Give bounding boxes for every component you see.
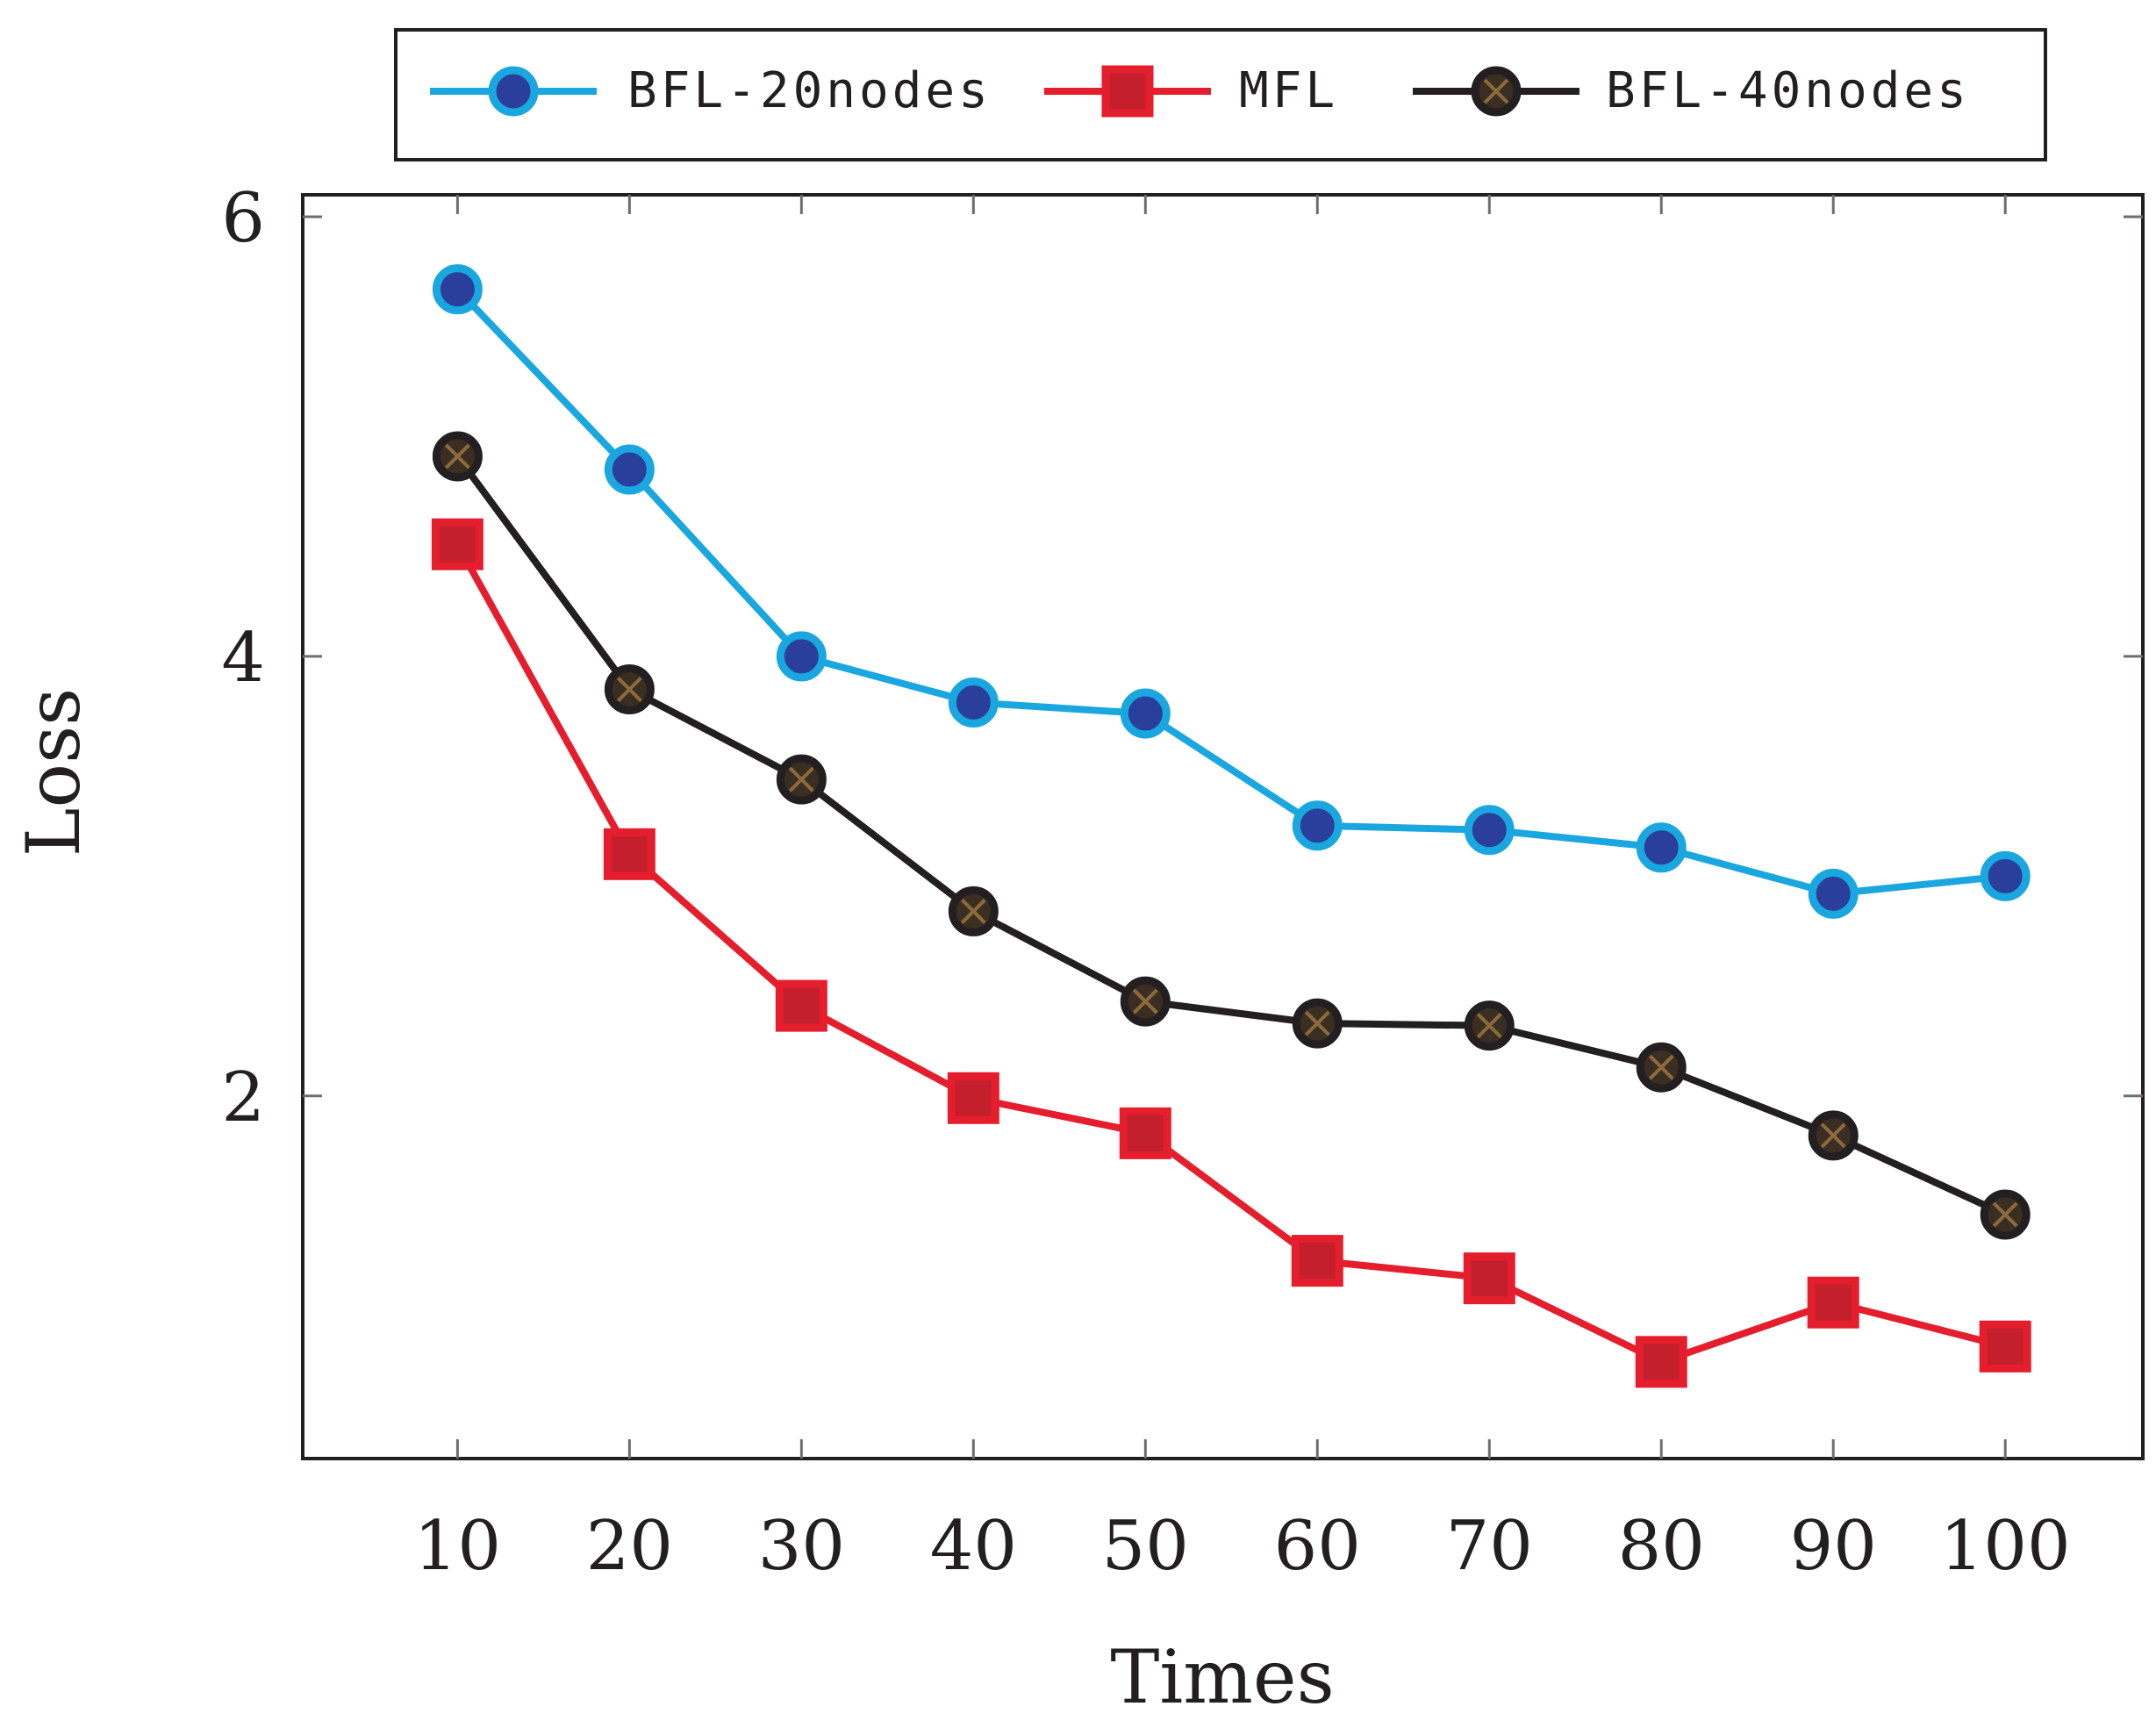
series-line-bfl-20nodes bbox=[454, 285, 2009, 898]
data-point-bfl-40nodes bbox=[1636, 1042, 1687, 1093]
legend-marker bbox=[488, 66, 539, 117]
x-tick-label: 70 bbox=[1446, 1507, 1533, 1586]
x-tick-label: 10 bbox=[414, 1507, 501, 1586]
x-tick-label: 20 bbox=[586, 1507, 673, 1586]
data-point-bfl-40nodes bbox=[432, 431, 483, 482]
data-point-mfl bbox=[947, 1072, 999, 1124]
data-point-bfl-40nodes bbox=[1120, 976, 1171, 1027]
data-point-bfl-20nodes bbox=[948, 678, 999, 728]
x-tick-label: 100 bbox=[1940, 1507, 2071, 1586]
data-point-mfl bbox=[1291, 1235, 1343, 1287]
data-point-bfl-40nodes bbox=[776, 754, 827, 805]
x-tick-label: 80 bbox=[1618, 1507, 1705, 1586]
data-point-bfl-20nodes bbox=[432, 264, 483, 315]
data-point-mfl bbox=[1635, 1336, 1687, 1388]
legend-marker bbox=[1471, 66, 1522, 117]
data-point-bfl-40nodes bbox=[1464, 1000, 1515, 1051]
x-axis-label: Times bbox=[1110, 1634, 1334, 1720]
y-tick-label: 2 bbox=[221, 1058, 265, 1137]
data-point-mfl bbox=[1119, 1107, 1171, 1159]
data-point-bfl-20nodes bbox=[1636, 822, 1687, 873]
data-point-mfl bbox=[1979, 1320, 2031, 1373]
legend-item-mfl: MFL bbox=[1044, 62, 1338, 119]
legend-label: BFL-20nodes bbox=[627, 62, 992, 119]
data-point-bfl-40nodes bbox=[1292, 998, 1343, 1049]
legend: BFL-20nodes MFL BFL-40nodes bbox=[394, 28, 2047, 161]
legend-item-bfl-40nodes: BFL-40nodes bbox=[1413, 62, 1970, 119]
x-tick-label: 90 bbox=[1790, 1507, 1877, 1586]
data-point-mfl bbox=[775, 979, 827, 1032]
legend-label: MFL bbox=[1239, 62, 1338, 119]
series-line-mfl bbox=[454, 541, 2009, 1366]
data-point-bfl-20nodes bbox=[604, 444, 655, 495]
data-point-bfl-40nodes bbox=[1980, 1189, 2031, 1240]
data-point-bfl-20nodes bbox=[1980, 850, 2031, 901]
data-point-bfl-40nodes bbox=[1808, 1110, 1859, 1161]
x-tick-label: 60 bbox=[1274, 1507, 1361, 1586]
plot-frame bbox=[301, 193, 2145, 1460]
x-tick-label: 30 bbox=[758, 1507, 845, 1586]
data-point-mfl bbox=[1463, 1252, 1515, 1305]
legend-label: BFL-40nodes bbox=[1606, 62, 1970, 119]
legend-marker bbox=[1101, 65, 1154, 118]
data-point-mfl bbox=[603, 828, 655, 880]
y-axis-label: Loss bbox=[11, 688, 97, 857]
data-point-bfl-20nodes bbox=[1120, 688, 1171, 739]
data-point-bfl-20nodes bbox=[1464, 805, 1515, 856]
data-point-bfl-40nodes bbox=[948, 886, 999, 936]
x-tick-label: 40 bbox=[930, 1507, 1017, 1586]
legend-box bbox=[394, 28, 2047, 161]
series-line-bfl-40nodes bbox=[454, 453, 2009, 1219]
x-tick-label: 50 bbox=[1102, 1507, 1189, 1586]
data-point-mfl bbox=[431, 518, 483, 570]
data-point-mfl bbox=[1807, 1276, 1859, 1329]
y-tick-label: 6 bbox=[221, 179, 265, 258]
data-point-bfl-20nodes bbox=[1808, 868, 1859, 919]
data-point-bfl-40nodes bbox=[604, 663, 655, 714]
data-point-bfl-20nodes bbox=[1292, 800, 1343, 851]
data-point-bfl-20nodes bbox=[776, 631, 827, 682]
legend-item-bfl-20nodes: BFL-20nodes bbox=[430, 62, 992, 119]
y-tick-label: 4 bbox=[221, 619, 265, 698]
